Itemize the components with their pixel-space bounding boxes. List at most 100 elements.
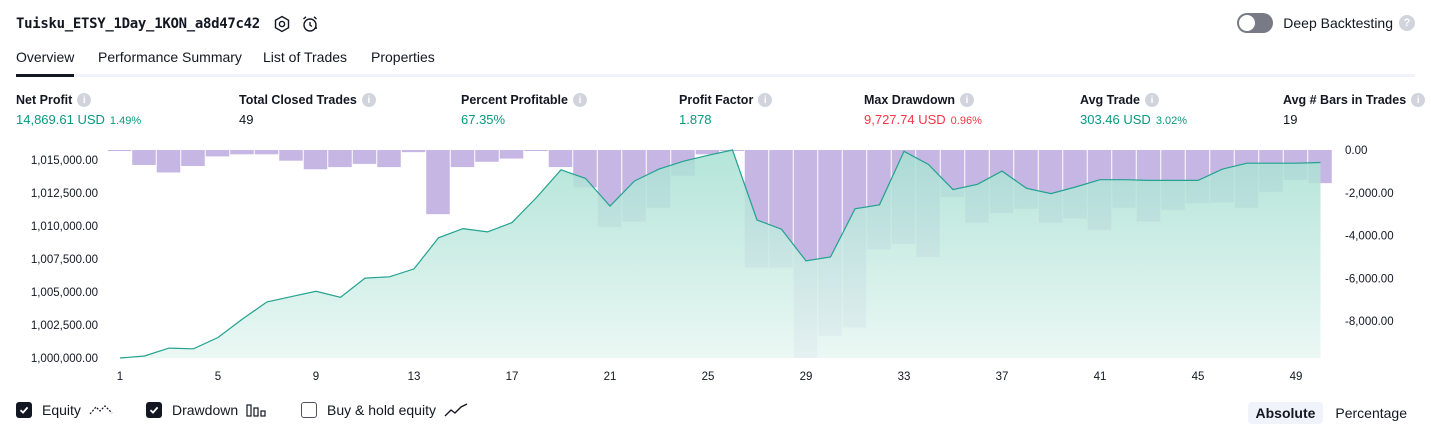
tab-overview[interactable]: Overview [16, 49, 75, 77]
info-icon[interactable]: i [1411, 93, 1426, 107]
equity-area [120, 150, 1321, 358]
settings-icon[interactable] [272, 14, 292, 34]
left-tick-label: 1,010,000.00 [31, 221, 98, 233]
drawdown-bar [230, 150, 254, 155]
metric-label: Avg # Bars in Trades [1283, 93, 1407, 107]
deep-backtesting-toggle[interactable] [1237, 13, 1274, 33]
left-tick-label: 1,000,000.00 [31, 353, 98, 365]
equity-drawdown-chart[interactable]: 1,000,000.00 1,002,500.00 1,005,000.00 1,00… [0, 140, 1431, 396]
info-icon[interactable]: i [361, 93, 376, 107]
tab-list-of-trades[interactable]: List of Trades [263, 49, 348, 65]
legend-label: Equity [42, 402, 81, 418]
metric-net-profit: Net Profit i 14,869.61 USD 1.49% [16, 93, 141, 127]
metric-profit-factor: Profit Factor i 1.878 [679, 93, 773, 127]
right-tick-label: -2,000.00 [1345, 188, 1394, 200]
metric-percent: 1.49% [109, 115, 142, 127]
left-tick-label: 1,002,500.00 [31, 320, 98, 332]
info-icon[interactable]: i [77, 93, 92, 107]
drawdown-bar [524, 150, 548, 151]
info-icon[interactable]: i [758, 93, 773, 107]
x-axis: 1 5 9 13 17 21 25 29 33 37 41 45 49 [117, 371, 1303, 383]
metric-value: 1.878 [679, 112, 712, 127]
left-tick-label: 1,007,500.00 [31, 254, 98, 266]
legend-buy-hold-equity[interactable]: Buy & hold equity [301, 402, 468, 418]
x-tick-label: 41 [1094, 371, 1107, 383]
deep-backtesting-control: Deep Backtesting ? [1237, 13, 1415, 33]
view-mode-toggle: Absolute Percentage [1247, 402, 1416, 424]
tab-properties[interactable]: Properties [371, 49, 435, 65]
help-icon[interactable]: ? [1399, 15, 1415, 31]
x-tick-label: 17 [506, 371, 519, 383]
drawdown-bar [352, 150, 377, 164]
drawdown-bar [156, 150, 181, 173]
metric-label: Avg Trade [1080, 93, 1140, 107]
chart-legend: Equity Drawdown Buy & hold equity Absolu… [16, 402, 1415, 426]
right-axis: 0.00 -2,000.00 -4,000.00 -6,000.00 -8,000.00 [1345, 145, 1394, 328]
x-tick-label: 21 [604, 371, 617, 383]
metric-label: Profit Factor [679, 93, 754, 107]
drawdown-bar [181, 150, 205, 167]
metric-value: 19 [1283, 112, 1298, 127]
x-tick-label: 1 [117, 371, 123, 383]
alarm-clock-icon[interactable] [300, 14, 320, 34]
metric-percent: 3.02% [1155, 115, 1188, 127]
checkbox-unchecked-icon[interactable] [301, 402, 317, 418]
x-tick-label: 49 [1290, 371, 1303, 383]
metric-max-drawdown: Max Drawdown i 9,727.74 USD 0.96% [864, 93, 982, 127]
metric-avg-bars-in-trades: Avg # Bars in Trades i 19 [1283, 93, 1426, 127]
header-bar: Tuisku_ETSY_1Day_1KON_a8d47c42 [16, 13, 320, 35]
absolute-button[interactable]: Absolute [1247, 402, 1324, 424]
equity-line-icon [89, 402, 113, 418]
metric-value: 303.46 USD [1080, 112, 1151, 127]
drawdown-bar [132, 150, 156, 165]
right-tick-label: -6,000.00 [1345, 273, 1394, 285]
x-tick-label: 45 [1192, 371, 1205, 383]
toggle-knob [1239, 15, 1256, 31]
x-tick-label: 9 [313, 371, 319, 383]
drawdown-bar [377, 150, 401, 168]
drawdown-bar [279, 150, 303, 161]
metric-avg-trade: Avg Trade i 303.46 USD 3.02% [1080, 93, 1187, 127]
drawdown-bar [426, 150, 450, 215]
info-icon[interactable]: i [1144, 93, 1159, 107]
drawdown-bar [303, 150, 328, 170]
metric-value: 49 [239, 112, 254, 127]
right-tick-label: -8,000.00 [1345, 316, 1394, 328]
right-tick-label: 0.00 [1345, 145, 1367, 157]
legend-drawdown[interactable]: Drawdown [146, 402, 268, 418]
x-tick-label: 25 [702, 371, 715, 383]
tab-performance-summary[interactable]: Performance Summary [98, 49, 242, 65]
left-tick-label: 1,015,000.00 [31, 155, 98, 167]
equity-line [119, 149, 1321, 359]
metric-percent: 0.96% [950, 115, 982, 127]
info-icon[interactable]: i [572, 93, 587, 107]
info-icon[interactable]: i [960, 93, 974, 107]
strategy-title: Tuisku_ETSY_1Day_1KON_a8d47c42 [16, 16, 260, 32]
x-tick-label: 33 [898, 371, 911, 383]
x-tick-label: 29 [800, 371, 813, 383]
metric-value: 67.35% [461, 112, 506, 127]
legend-label: Drawdown [172, 402, 239, 418]
drawdown-bar [499, 150, 524, 159]
drawdown-bar [548, 150, 573, 168]
metric-label: Net Profit [16, 93, 73, 107]
drawdown-bar [205, 150, 230, 157]
metric-value: 9,727.74 USD [864, 112, 946, 127]
drawdown-bar [450, 150, 475, 168]
x-tick-label: 37 [996, 371, 1009, 383]
left-tick-label: 1,012,500.00 [31, 188, 98, 200]
percentage-button[interactable]: Percentage [1335, 405, 1407, 421]
drawdown-bar [107, 150, 132, 152]
buy-hold-line-icon [444, 402, 468, 418]
legend-equity[interactable]: Equity [16, 402, 113, 418]
drawdown-bars-icon [246, 402, 268, 418]
checkbox-checked-icon[interactable] [146, 402, 162, 418]
metric-label: Total Closed Trades [239, 93, 357, 107]
checkbox-checked-icon[interactable] [16, 402, 32, 418]
metrics-row: Net Profit i 14,869.61 USD 1.49% Total Clo… [0, 93, 1431, 133]
metric-label: Percent Profitable [461, 93, 568, 107]
legend-label: Buy & hold equity [327, 402, 436, 418]
x-tick-label: 5 [215, 371, 221, 383]
metric-value: 14,869.61 USD [16, 112, 105, 127]
metric-percent-profitable: Percent Profitable i 67.35% [461, 93, 587, 127]
